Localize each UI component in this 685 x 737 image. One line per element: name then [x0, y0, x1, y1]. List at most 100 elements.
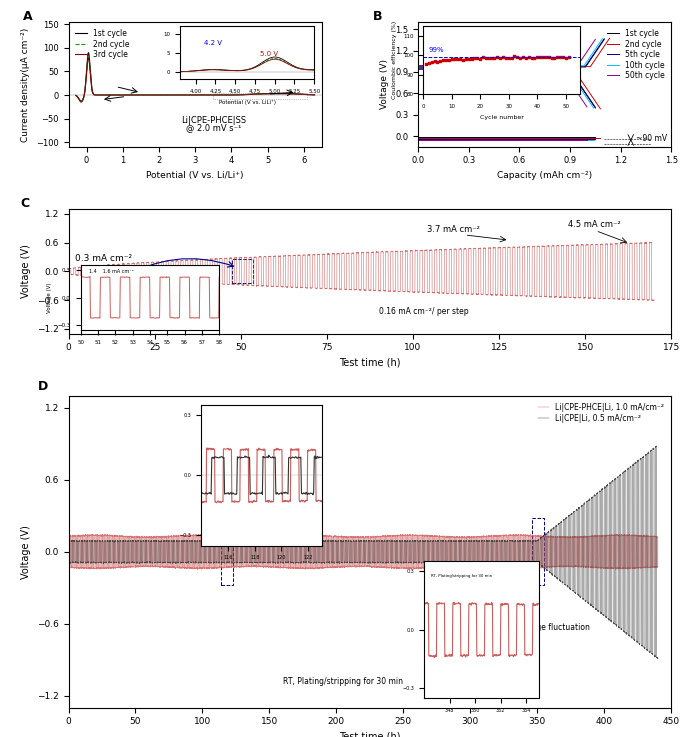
Line: 1st cycle: 1st cycle — [418, 40, 604, 67]
X-axis label: Potential (V vs. Li/Li⁺): Potential (V vs. Li/Li⁺) — [147, 171, 244, 180]
2nd cycle — [182, 91, 190, 99]
2nd cycle — [414, 62, 423, 71]
Line: 1st cycle: 1st cycle — [76, 53, 314, 102]
Text: Li|CPE-PHCE|SS: Li|CPE-PHCE|SS — [181, 116, 246, 125]
10th cycle — [581, 60, 589, 69]
2nd cycle — [527, 62, 536, 71]
Bar — [532, 518, 544, 585]
Li|CPE|Li, 0.5 mA/cm⁻² — [115, 558, 123, 567]
Li|CPE|Li, 0.5 mA/cm⁻² — [653, 654, 662, 663]
Li|CPE-PHCE|Li, 1.0 mA/cm⁻² — [158, 533, 166, 542]
10th cycle — [523, 61, 532, 70]
Line: 3rd cycle: 3rd cycle — [76, 57, 314, 101]
2nd cycle — [77, 97, 85, 106]
10th cycle — [414, 61, 422, 70]
Li|CPE|Li, 0.5 mA/cm⁻² — [152, 537, 160, 545]
2nd cycle — [414, 62, 422, 71]
Text: D: D — [38, 380, 49, 393]
50th cycle — [575, 60, 583, 69]
1st cycle — [414, 63, 423, 71]
Line: 2nd cycle: 2nd cycle — [418, 38, 610, 66]
10th cycle — [527, 61, 535, 70]
1st cycle — [414, 63, 422, 71]
50th cycle — [414, 61, 422, 70]
Bar — [213, 93, 308, 99]
Text: RT, Plating/stripping for 30 min: RT, Plating/stripping for 30 min — [283, 677, 403, 685]
Line: 5th cycle: 5th cycle — [418, 39, 604, 66]
1st cycle — [310, 91, 319, 99]
Y-axis label: Current density(μA cm⁻²): Current density(μA cm⁻²) — [21, 27, 30, 142]
10th cycle — [598, 34, 606, 43]
Line: 50th cycle: 50th cycle — [418, 39, 595, 66]
Text: @ 2.0 mV s⁻¹: @ 2.0 mV s⁻¹ — [186, 123, 241, 132]
5th cycle — [414, 62, 423, 71]
Legend: 1st cycle, 2nd cycle, 5th cycle, 10th cycle, 50th cycle: 1st cycle, 2nd cycle, 5th cycle, 10th cy… — [604, 26, 667, 83]
5th cycle — [528, 62, 536, 71]
X-axis label: Test time (h): Test time (h) — [339, 358, 401, 368]
1st cycle — [600, 35, 608, 44]
Legend: 1st cycle, 2nd cycle, 3rd cycle: 1st cycle, 2nd cycle, 3rd cycle — [73, 26, 132, 62]
1st cycle — [182, 91, 190, 99]
1st cycle — [524, 63, 532, 71]
Legend: Li|CPE-PHCE|Li, 1.0 mA/cm⁻², Li|CPE|Li, 0.5 mA/cm⁻²: Li|CPE-PHCE|Li, 1.0 mA/cm⁻², Li|CPE|Li, … — [535, 399, 667, 426]
Li|CPE|Li, 0.5 mA/cm⁻² — [551, 572, 559, 581]
3rd cycle — [72, 91, 80, 99]
Line: 2nd cycle: 2nd cycle — [76, 56, 314, 102]
3rd cycle — [303, 90, 312, 99]
Text: 0.3 mA cm⁻²: 0.3 mA cm⁻² — [75, 254, 132, 263]
Y-axis label: Voltage (V): Voltage (V) — [21, 245, 32, 298]
Line: Li|CPE|Li, 0.5 mA/cm⁻²: Li|CPE|Li, 0.5 mA/cm⁻² — [68, 446, 658, 659]
1st cycle — [303, 90, 312, 99]
Li|CPE-PHCE|Li, 1.0 mA/cm⁻² — [286, 564, 295, 573]
2nd cycle — [528, 62, 536, 71]
5th cycle — [600, 35, 608, 43]
3rd cycle — [182, 91, 190, 99]
Bar — [221, 518, 234, 585]
Bar — [232, 259, 253, 283]
1st cycle — [260, 89, 268, 98]
1st cycle — [84, 49, 92, 57]
2nd cycle — [84, 52, 92, 61]
5th cycle — [583, 60, 591, 69]
Text: 0.16 mA cm⁻²/ per step: 0.16 mA cm⁻²/ per step — [379, 307, 468, 316]
5th cycle — [571, 62, 579, 71]
Li|CPE-PHCE|Li, 1.0 mA/cm⁻² — [597, 531, 605, 540]
50th cycle — [519, 61, 527, 70]
3rd cycle — [77, 97, 85, 105]
Li|CPE|Li, 0.5 mA/cm⁻² — [653, 654, 662, 663]
Line: Li|CPE-PHCE|Li, 1.0 mA/cm⁻²: Li|CPE-PHCE|Li, 1.0 mA/cm⁻² — [68, 534, 658, 570]
Text: 3.7 mA cm⁻²: 3.7 mA cm⁻² — [427, 225, 479, 234]
Li|CPE|Li, 0.5 mA/cm⁻² — [177, 558, 185, 567]
Li|CPE-PHCE|Li, 1.0 mA/cm⁻² — [202, 564, 210, 573]
Text: B: B — [373, 10, 382, 23]
1st cycle — [72, 91, 80, 99]
1st cycle — [188, 91, 196, 99]
3rd cycle — [84, 54, 92, 63]
2nd cycle — [606, 34, 614, 43]
10th cycle — [414, 61, 423, 70]
50th cycle — [591, 35, 599, 43]
Li|CPE|Li, 0.5 mA/cm⁻² — [136, 558, 144, 567]
50th cycle — [523, 61, 531, 70]
Text: ~90 mV: ~90 mV — [636, 134, 667, 144]
2nd cycle — [310, 91, 319, 99]
Text: A: A — [23, 10, 32, 23]
Li|CPE-PHCE|Li, 1.0 mA/cm⁻² — [405, 530, 413, 539]
Li|CPE|Li, 0.5 mA/cm⁻² — [652, 441, 660, 450]
Li|CPE-PHCE|Li, 1.0 mA/cm⁻² — [199, 564, 207, 573]
1st cycle — [583, 61, 591, 70]
2nd cycle — [575, 62, 584, 71]
1st cycle — [571, 63, 579, 71]
3rd cycle — [303, 90, 312, 99]
1st cycle — [77, 97, 85, 106]
1st cycle — [525, 63, 533, 71]
50th cycle — [414, 61, 423, 70]
2nd cycle — [72, 91, 80, 99]
50th cycle — [519, 61, 527, 70]
X-axis label: Test time (h): Test time (h) — [339, 732, 401, 737]
X-axis label: Capacity (mAh cm⁻²): Capacity (mAh cm⁻²) — [497, 171, 593, 180]
5th cycle — [414, 62, 422, 71]
50th cycle — [563, 61, 571, 70]
1st cycle — [528, 63, 536, 71]
10th cycle — [569, 61, 577, 70]
